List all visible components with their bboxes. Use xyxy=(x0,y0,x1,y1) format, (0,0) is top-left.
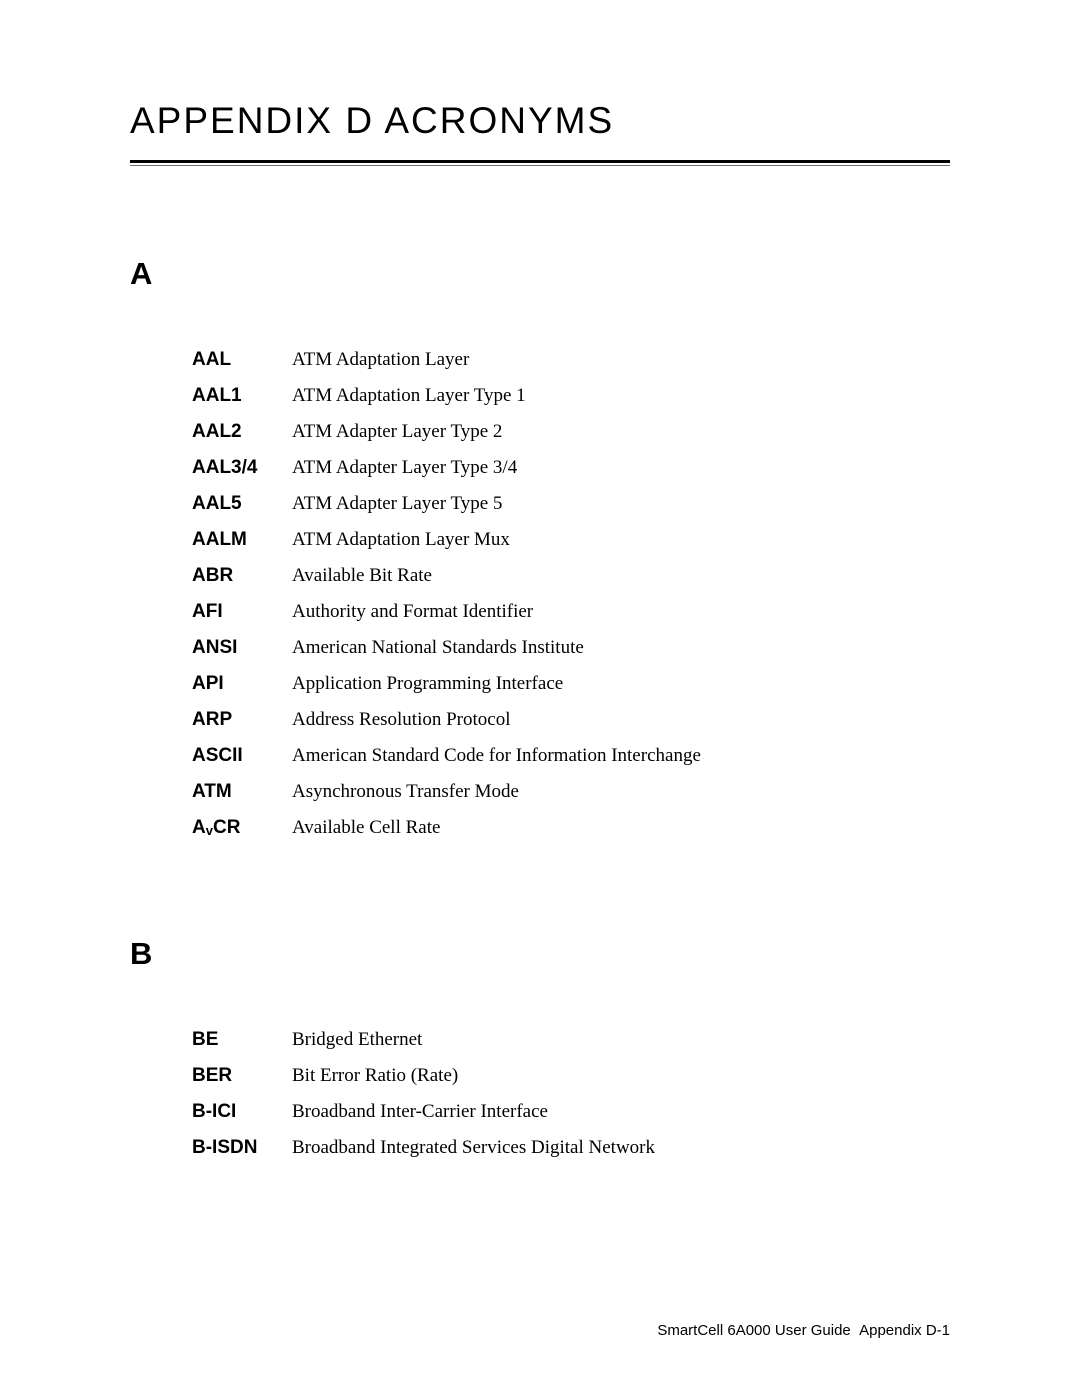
title-rule-red xyxy=(130,165,950,166)
section-letter-a: A xyxy=(130,256,950,292)
acronym-definition: ATM Adapter Layer Type 2 xyxy=(292,414,701,450)
acronym-row: AALATM Adaptation Layer xyxy=(192,342,701,378)
acronym-definition: American National Standards Institute xyxy=(292,630,701,666)
acronym-row: AALMATM Adaptation Layer Mux xyxy=(192,522,701,558)
acronym-definition: Address Resolution Protocol xyxy=(292,702,701,738)
acronym-row: ASCIIAmerican Standard Code for Informat… xyxy=(192,738,701,774)
section-letter-b: B xyxy=(130,936,950,972)
term-sub: v xyxy=(206,823,213,838)
acronym-term: API xyxy=(192,666,292,702)
acronym-term: ANSI xyxy=(192,630,292,666)
acronym-term: AFI xyxy=(192,594,292,630)
acronym-term: ABR xyxy=(192,558,292,594)
acronym-row: ARPAddress Resolution Protocol xyxy=(192,702,701,738)
acronym-term: B-ISDN xyxy=(192,1130,292,1166)
acronym-term: AAL5 xyxy=(192,486,292,522)
appendix-title: APPENDIX D ACRONYMS xyxy=(130,100,950,142)
acronym-term: AAL3/4 xyxy=(192,450,292,486)
acronym-term: ASCII xyxy=(192,738,292,774)
acronym-term: AALM xyxy=(192,522,292,558)
acronym-term: AAL2 xyxy=(192,414,292,450)
acronym-row: AAL2ATM Adapter Layer Type 2 xyxy=(192,414,701,450)
acronym-term: AAL1 xyxy=(192,378,292,414)
acronym-term: AvCR xyxy=(192,810,292,846)
acronym-table-a: AALATM Adaptation Layer AAL1ATM Adaptati… xyxy=(192,342,701,846)
page-footer: SmartCell 6A000 User Guide Appendix D-1 xyxy=(657,1322,950,1339)
acronym-definition: Bridged Ethernet xyxy=(292,1022,655,1058)
acronym-row: B-ISDNBroadband Integrated Services Digi… xyxy=(192,1130,655,1166)
acronym-term: BE xyxy=(192,1022,292,1058)
footer-page: Appendix D-1 xyxy=(859,1322,950,1339)
acronym-row: AvCR Available Cell Rate xyxy=(192,810,701,846)
acronym-term: AAL xyxy=(192,342,292,378)
acronym-row: ATMAsynchronous Transfer Mode xyxy=(192,774,701,810)
term-post: CR xyxy=(213,817,240,838)
acronym-definition: ATM Adapter Layer Type 3/4 xyxy=(292,450,701,486)
acronym-row: AAL3/4ATM Adapter Layer Type 3/4 xyxy=(192,450,701,486)
acronym-definition: ATM Adapter Layer Type 5 xyxy=(292,486,701,522)
acronym-definition: Broadband Inter-Carrier Interface xyxy=(292,1094,655,1130)
title-rule xyxy=(130,160,950,166)
acronym-definition: ATM Adaptation Layer Type 1 xyxy=(292,378,701,414)
acronym-row: B-ICIBroadband Inter-Carrier Interface xyxy=(192,1094,655,1130)
acronym-term: ATM xyxy=(192,774,292,810)
acronym-definition: Broadband Integrated Services Digital Ne… xyxy=(292,1130,655,1166)
acronym-row: AAL5ATM Adapter Layer Type 5 xyxy=(192,486,701,522)
title-rule-black xyxy=(130,160,950,163)
acronym-term: ARP xyxy=(192,702,292,738)
acronym-definition: Application Programming Interface xyxy=(292,666,701,702)
acronym-definition: ATM Adaptation Layer Mux xyxy=(292,522,701,558)
acronym-row: BERBit Error Ratio (Rate) xyxy=(192,1058,655,1094)
acronym-definition: ATM Adaptation Layer xyxy=(292,342,701,378)
acronym-row: ANSIAmerican National Standards Institut… xyxy=(192,630,701,666)
term-pre: A xyxy=(192,817,206,838)
acronym-row: AFIAuthority and Format Identifier xyxy=(192,594,701,630)
acronym-row: AAL1ATM Adaptation Layer Type 1 xyxy=(192,378,701,414)
acronym-term: B-ICI xyxy=(192,1094,292,1130)
acronym-table-b: BEBridged Ethernet BERBit Error Ratio (R… xyxy=(192,1022,655,1166)
acronym-definition: Authority and Format Identifier xyxy=(292,594,701,630)
acronym-term: BER xyxy=(192,1058,292,1094)
footer-doc: SmartCell 6A000 User Guide xyxy=(657,1322,850,1339)
acronym-row: ABRAvailable Bit Rate xyxy=(192,558,701,594)
acronym-definition: American Standard Code for Information I… xyxy=(292,738,701,774)
acronym-definition: Available Cell Rate xyxy=(292,810,701,846)
acronym-definition: Asynchronous Transfer Mode xyxy=(292,774,701,810)
acronym-row: BEBridged Ethernet xyxy=(192,1022,655,1058)
acronym-definition: Available Bit Rate xyxy=(292,558,701,594)
acronym-row: APIApplication Programming Interface xyxy=(192,666,701,702)
acronym-definition: Bit Error Ratio (Rate) xyxy=(292,1058,655,1094)
